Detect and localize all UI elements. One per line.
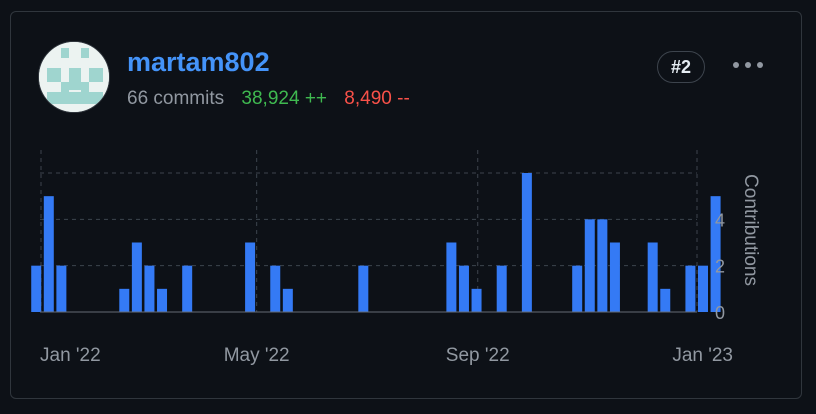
y-axis-title: Contributions (740, 174, 761, 286)
contribution-bar (446, 242, 457, 312)
deletions-count: 8,490 -- (344, 88, 410, 109)
contribution-bar (458, 265, 469, 312)
contribution-bar (660, 288, 671, 312)
avatar[interactable] (38, 41, 110, 113)
contributor-stats: 66 commits 38,924 ++ 8,490 -- (127, 87, 422, 111)
contribution-bar (358, 265, 369, 312)
more-options-button[interactable] (726, 50, 770, 80)
contribution-bar (685, 265, 696, 312)
contribution-bar (43, 196, 54, 312)
identicon (39, 42, 109, 112)
contribution-bar (157, 288, 168, 312)
contribution-bar (119, 288, 130, 312)
kebab-horizontal-icon (733, 62, 763, 68)
contribution-bar (572, 265, 583, 312)
contribution-bar (245, 242, 256, 312)
contribution-bar (31, 265, 42, 312)
contribution-bar (131, 242, 142, 312)
x-tick-label: Jan '22 (40, 345, 101, 366)
contribution-bar (597, 219, 608, 312)
contribution-bar (270, 265, 281, 312)
contribution-bar (144, 265, 155, 312)
x-tick-label: May '22 (224, 345, 290, 366)
y-tick-label: 0 (715, 303, 725, 323)
contribution-bar (496, 265, 507, 312)
contribution-bar (609, 242, 620, 312)
username-link[interactable]: martam802 (127, 47, 270, 77)
contribution-bar (710, 196, 721, 312)
y-tick-label: 4 (715, 210, 725, 230)
contribution-bar (56, 265, 67, 312)
x-tick-label: Jan '23 (672, 345, 733, 366)
contribution-bar (698, 265, 708, 312)
contribution-bar (584, 219, 595, 312)
contribution-bar (182, 265, 193, 312)
contribution-bar (521, 173, 532, 312)
contribution-bar (282, 288, 293, 312)
rank-badge: #2 (657, 51, 705, 83)
additions-count: 38,924 ++ (241, 88, 328, 109)
y-tick-label: 2 (715, 257, 725, 277)
commits-count: 66 commits (127, 88, 225, 109)
x-tick-label: Sep '22 (446, 345, 510, 366)
contribution-bar (471, 288, 482, 312)
contribution-bar (647, 242, 658, 312)
